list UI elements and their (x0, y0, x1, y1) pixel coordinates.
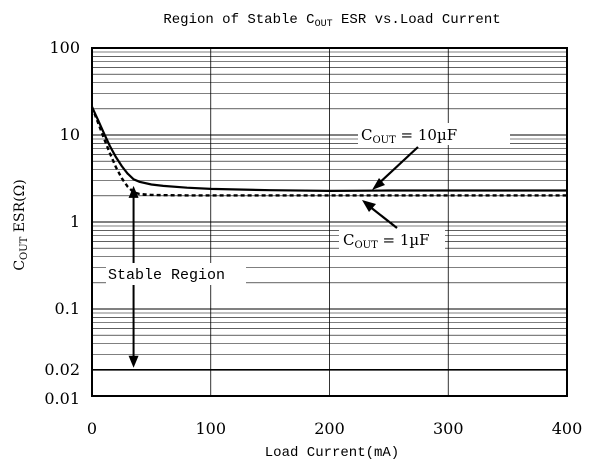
stable-region-label: Stable Region (108, 267, 225, 284)
stable-arrow-head-up (128, 185, 139, 198)
grid (92, 48, 567, 396)
tick-labels: 0 100 200 300 400 0.01 0.02 0.1 1 10 100 (44, 38, 582, 438)
y-tick-label: 100 (49, 38, 80, 57)
x-tick-label: 0 (87, 419, 97, 438)
arrow-10uf (375, 146, 419, 187)
label-10uf-bg (358, 123, 510, 145)
chart-title: Region of Stable COUT ESR vs.Load Curren… (163, 12, 500, 30)
series (90, 106, 567, 197)
arrowhead-10uf (372, 178, 385, 190)
y-axis-label: COUT ESR(Ω) (12, 179, 30, 270)
stable-region-bg (106, 263, 246, 285)
arrowhead-1uf (362, 200, 376, 212)
y-tick-label: 0.1 (55, 299, 80, 318)
label-1uf: COUT = 1µF (343, 231, 430, 251)
y-tick-label: 10 (60, 125, 80, 144)
x-tick-label: 300 (433, 419, 464, 438)
label-1uf-bg (339, 228, 445, 250)
x-tick-label: 200 (314, 419, 345, 438)
x-tick-label: 400 (552, 419, 583, 438)
x-tick-label: 100 (195, 419, 226, 438)
x-axis-label: Load Current(mA) (265, 445, 399, 460)
y-tick-label: 0.01 (44, 389, 80, 408)
plot-frame (91, 47, 568, 397)
label-10uf: COUT = 10µF (361, 126, 457, 146)
arrow-1uf (368, 205, 398, 229)
y-tick-label: 1 (70, 212, 80, 231)
series-line-10uf (91, 106, 567, 193)
y-tick-label: 0.02 (44, 360, 80, 379)
stable-arrow-head-down (128, 355, 139, 368)
series-line-1uf (90, 106, 567, 197)
